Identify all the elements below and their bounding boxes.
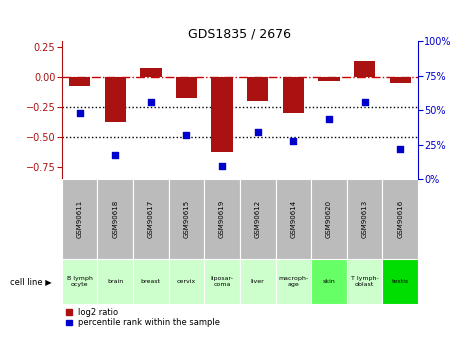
- Text: GSM90618: GSM90618: [112, 200, 118, 238]
- Bar: [318, 77, 340, 81]
- Text: B lymph
ocyte: B lymph ocyte: [66, 276, 93, 287]
- Point: [289, 138, 297, 144]
- Text: brain: brain: [107, 279, 124, 284]
- Bar: [133, 179, 169, 259]
- Text: GSM90611: GSM90611: [76, 200, 83, 238]
- Bar: [204, 259, 240, 304]
- Text: skin: skin: [323, 279, 335, 284]
- Text: macroph-
age: macroph- age: [278, 276, 308, 287]
- Bar: [140, 68, 162, 77]
- Bar: [97, 259, 133, 304]
- Text: GSM90616: GSM90616: [397, 200, 403, 238]
- Bar: [311, 259, 347, 304]
- Bar: [204, 179, 240, 259]
- Bar: [247, 77, 268, 101]
- Bar: [176, 77, 197, 98]
- Point: [111, 152, 119, 157]
- Text: GSM90619: GSM90619: [219, 200, 225, 238]
- Point: [182, 132, 190, 138]
- Bar: [97, 179, 133, 259]
- Text: GSM90613: GSM90613: [361, 200, 368, 238]
- Text: GSM90615: GSM90615: [183, 200, 190, 238]
- Text: cervix: cervix: [177, 279, 196, 284]
- Bar: [347, 179, 382, 259]
- Bar: [382, 179, 418, 259]
- Text: GSM90612: GSM90612: [255, 200, 261, 238]
- Bar: [240, 179, 276, 259]
- Bar: [104, 77, 126, 122]
- Text: GSM90620: GSM90620: [326, 200, 332, 238]
- Bar: [69, 77, 90, 86]
- Bar: [240, 259, 276, 304]
- Bar: [382, 259, 418, 304]
- Bar: [354, 61, 375, 77]
- Bar: [390, 77, 411, 83]
- Text: GSM90617: GSM90617: [148, 200, 154, 238]
- Bar: [133, 259, 169, 304]
- Bar: [347, 259, 382, 304]
- Point: [147, 99, 155, 105]
- Legend: log2 ratio, percentile rank within the sample: log2 ratio, percentile rank within the s…: [66, 308, 220, 327]
- Bar: [311, 179, 347, 259]
- Bar: [62, 259, 97, 304]
- Text: GSM90614: GSM90614: [290, 200, 296, 238]
- Point: [76, 110, 84, 116]
- Bar: [169, 259, 204, 304]
- Text: cell line ▶: cell line ▶: [10, 277, 52, 286]
- Point: [361, 99, 369, 105]
- Bar: [276, 259, 311, 304]
- Bar: [211, 77, 233, 152]
- Point: [325, 116, 332, 121]
- Bar: [62, 179, 97, 259]
- Point: [396, 146, 404, 152]
- Text: testis: testis: [391, 279, 409, 284]
- Point: [218, 163, 226, 168]
- Text: breast: breast: [141, 279, 161, 284]
- Bar: [276, 179, 311, 259]
- Text: T lymph-
oblast: T lymph- oblast: [351, 276, 379, 287]
- Point: [254, 130, 261, 135]
- Bar: [283, 77, 304, 114]
- Bar: [169, 179, 204, 259]
- Title: GDS1835 / 2676: GDS1835 / 2676: [189, 27, 291, 40]
- Text: liposar-
coma: liposar- coma: [210, 276, 234, 287]
- Text: liver: liver: [251, 279, 265, 284]
